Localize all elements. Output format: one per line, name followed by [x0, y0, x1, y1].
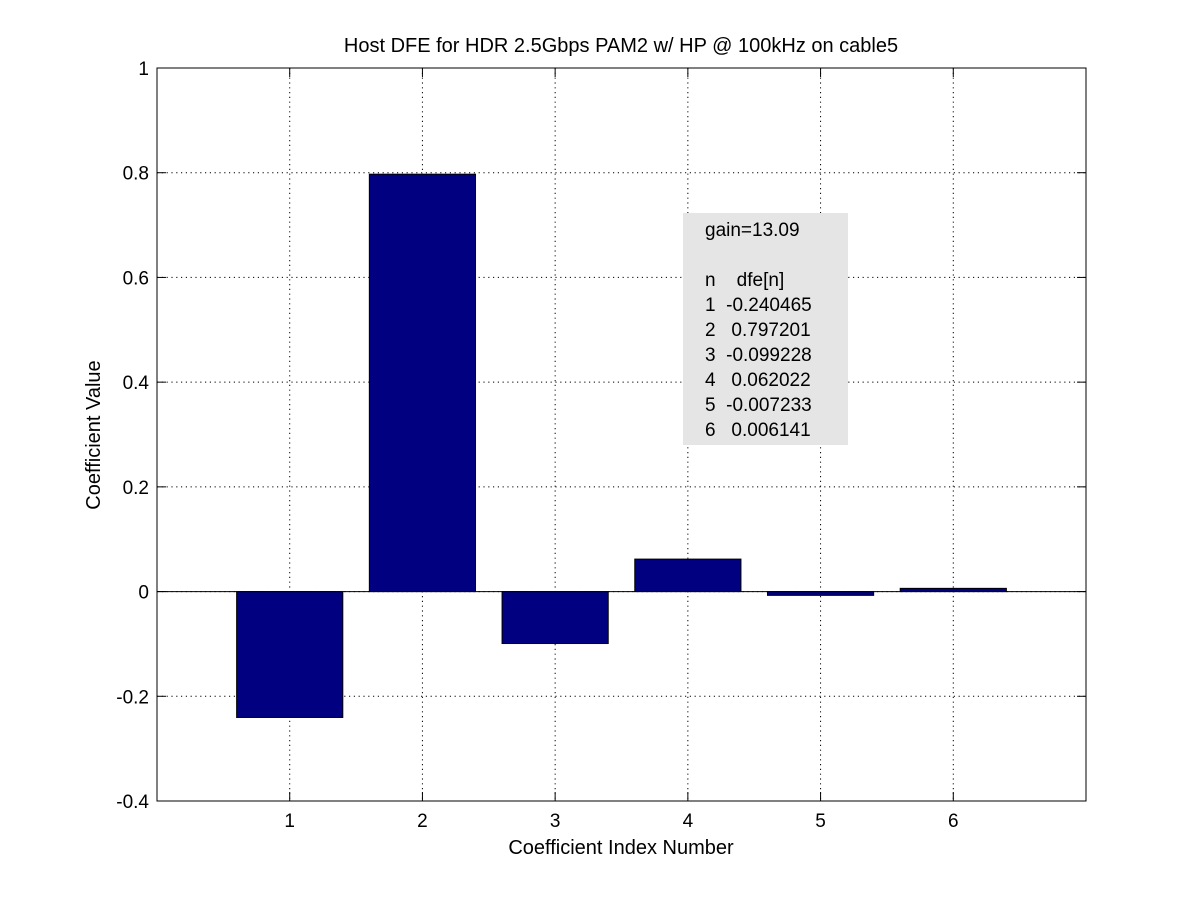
y-tick-label: -0.4 — [116, 792, 149, 813]
x-tick-label: 2 — [417, 811, 428, 832]
annotation-line: n dfe[n] — [705, 270, 784, 291]
y-tick-label: 0.8 — [123, 164, 149, 185]
annotation-box: gain=13.09 n dfe[n] 1 -0.240465 2 0.797201 3… — [683, 213, 848, 445]
x-tick-label: 3 — [550, 811, 561, 832]
annotation-line: 4 0.062022 — [705, 370, 811, 391]
y-tick-label: 0.2 — [123, 478, 149, 499]
annotation-line: gain=13.09 — [705, 220, 800, 241]
y-tick-label: -0.2 — [116, 687, 149, 708]
y-tick-label: 0.6 — [123, 268, 149, 289]
y-tick-label: 0 — [138, 583, 149, 604]
y-tick-label: 1 — [138, 59, 149, 80]
x-tick-labels: 1 2 3 4 5 6 — [284, 811, 958, 832]
x-axis-label: Coefficient Index Number — [508, 837, 734, 859]
chart-title: Host DFE for HDR 2.5Gbps PAM2 w/ HP @ 10… — [344, 35, 898, 57]
annotation-background — [683, 213, 848, 445]
y-tick-labels: -0.4 -0.2 0 0.2 0.4 0.6 0.8 1 — [116, 59, 149, 813]
annotation-line: 6 0.006141 — [705, 420, 811, 441]
axes-frame — [156, 67, 1087, 802]
bar-3 — [501, 591, 609, 645]
x-tick-label: 6 — [948, 811, 959, 832]
bar-4 — [634, 558, 742, 593]
bar-5 — [766, 591, 875, 596]
annotation-line: 2 0.797201 — [705, 320, 811, 341]
y-tick-label: 0.4 — [123, 373, 150, 394]
x-tick-label: 5 — [815, 811, 826, 832]
y-axis-label: Coefficient Value — [83, 360, 105, 509]
bars — [236, 173, 1007, 718]
x-tick-label: 1 — [284, 811, 295, 832]
annotation-line: 5 -0.007233 — [705, 395, 812, 416]
annotation-text: gain=13.09 n dfe[n] 1 -0.240465 2 0.797201 3… — [705, 220, 812, 441]
annotation-line: 1 -0.240465 — [705, 295, 812, 316]
bar-2 — [368, 173, 477, 593]
annotation-line: 3 -0.099228 — [705, 345, 812, 366]
x-tick-label: 4 — [683, 811, 694, 832]
bar-1 — [236, 591, 344, 718]
